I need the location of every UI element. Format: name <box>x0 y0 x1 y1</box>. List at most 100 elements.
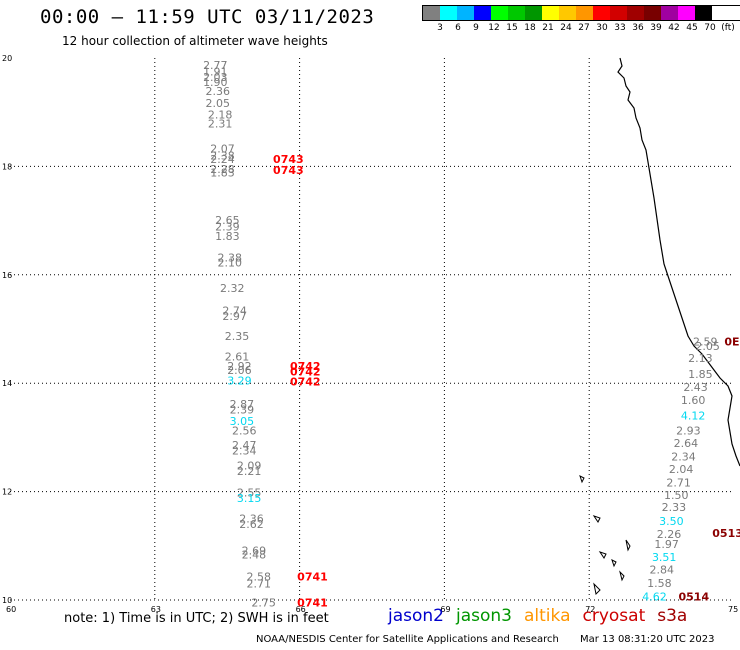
wave-height-label: 0743 <box>273 153 304 166</box>
wave-height-label: 2.38 <box>210 149 235 162</box>
wave-height-label: 2.18 <box>208 109 233 122</box>
legend-swatch <box>525 6 542 20</box>
credit-line: NOAA/NESDIS Center for Satellite Applica… <box>256 634 559 645</box>
legend-tick-label: 21 <box>542 23 554 33</box>
wave-height-label: 3.15 <box>237 492 262 505</box>
wave-height-label: 2.84 <box>650 563 675 576</box>
wave-height-label: 3.05 <box>230 415 255 428</box>
wave-height-label: 2.69 <box>242 544 267 557</box>
legend-swatch <box>508 6 525 20</box>
wave-height-label: 2.05 <box>695 340 720 353</box>
legend-tick-label: 12 <box>488 23 500 33</box>
wave-height-label: 2.34 <box>671 451 696 464</box>
legend-swatch <box>661 6 678 20</box>
wave-height-label: 2.56 <box>232 425 257 438</box>
observation-labels: 2.771.912.031.902.362.052.182.312.072.38… <box>203 59 740 610</box>
wave-height-label: 0741 <box>297 570 328 583</box>
legend-swatch <box>678 6 695 20</box>
wave-height-label: 1.83 <box>215 230 240 243</box>
y-tick-label: 16 <box>2 271 12 280</box>
island-4 <box>611 559 617 568</box>
wave-height-label: 2.62 <box>239 518 264 531</box>
legend-tick-label: 30 <box>596 23 608 33</box>
wave-height-label: 2.07 <box>210 142 235 155</box>
legend-tick-label: 6 <box>455 23 461 33</box>
wave-height-label: 0514 <box>678 591 709 604</box>
wave-height-label: 3.29 <box>227 374 252 387</box>
legend-swatch <box>695 6 712 20</box>
map-title: 00:00 — 11:59 UTC 03/11/2023 <box>40 6 375 28</box>
generated-timestamp: Mar 13 08:31:20 UTC 2023 <box>580 634 715 645</box>
wave-height-label: 2.09 <box>237 459 262 472</box>
wave-height-label: 2.71 <box>666 477 691 490</box>
legend-swatch <box>627 6 644 20</box>
wave-height-label: 2.38 <box>218 251 243 264</box>
wave-height-label: 2.43 <box>683 381 708 394</box>
legend-tick-label: 18 <box>524 23 536 33</box>
wave-height-label: 0743 <box>273 164 304 177</box>
wave-height-label: 2.28 <box>210 163 235 176</box>
satellite-label: jason2 <box>388 606 444 626</box>
wave-height-label: 2.39 <box>215 220 240 233</box>
legend-tick-label: 42 <box>668 23 680 33</box>
wave-height-label: 1.83 <box>210 167 235 180</box>
island-6 <box>593 582 601 596</box>
legend-tick-label: 15 <box>506 23 518 33</box>
legend-tick-label: 45 <box>686 23 698 33</box>
x-axis-labels: 60 63 66 69 72 75 <box>6 605 738 614</box>
legend-swatch <box>423 6 440 20</box>
legend-tick-label: (ft) <box>721 23 735 33</box>
island-5 <box>625 539 631 552</box>
island-1 <box>579 475 585 484</box>
island-2 <box>592 515 601 523</box>
wave-height-label: 2.58 <box>247 570 271 583</box>
wave-height-label: 2.33 <box>662 501 687 514</box>
wave-height-label: 2.55 <box>237 486 262 499</box>
legend-swatch <box>474 6 491 20</box>
legend-swatch <box>593 6 610 20</box>
x-tick-label: 66 <box>296 605 306 614</box>
x-tick-label: 69 <box>440 605 450 614</box>
y-tick-label: 18 <box>2 162 12 171</box>
legend-tick-label: 33 <box>614 23 626 33</box>
wave-height-label: 2.74 <box>222 304 247 317</box>
wave-height-label: 2.34 <box>232 445 257 458</box>
wave-height-label: 2.10 <box>218 257 243 270</box>
wave-height-label: 2.24 <box>210 153 235 166</box>
wave-height-label: 2.65 <box>215 214 240 227</box>
x-tick-label: 60 <box>6 605 16 614</box>
island-3 <box>598 551 607 559</box>
legend-swatches <box>422 5 740 21</box>
map-grid <box>10 58 734 601</box>
legend-tick-label: 27 <box>578 23 590 33</box>
wave-height-label: 3.51 <box>652 551 677 564</box>
legend-swatch <box>610 6 627 20</box>
wave-height-label: 2.03 <box>203 71 228 84</box>
legend-swatch <box>491 6 508 20</box>
legend-tick-label: 3 <box>437 23 443 33</box>
legend-swatch <box>576 6 593 20</box>
wave-height-label: 2.92 <box>227 360 252 373</box>
wave-height-label: 1.91 <box>203 65 228 78</box>
satellite-legend: jason2 jason3 altika cryosat s3a <box>388 606 699 626</box>
wave-height-label: 2.48 <box>242 548 267 561</box>
x-tick-label: 63 <box>151 605 161 614</box>
wave-height-label: 2.64 <box>674 437 699 450</box>
coastline <box>617 57 740 467</box>
wave-height-label: 3.50 <box>659 515 684 528</box>
wave-height-label: 4.62 <box>642 591 667 604</box>
wave-height-label: 2.39 <box>230 404 255 417</box>
wave-height-label: 1.60 <box>681 394 706 407</box>
x-tick-label: 75 <box>728 605 738 614</box>
wave-height-label: 1.90 <box>203 76 228 89</box>
y-tick-label: 12 <box>2 488 12 497</box>
legend-tick-label: 24 <box>560 23 572 33</box>
wave-height-label: 0742 <box>290 375 321 388</box>
wave-height-label: 0513 <box>712 527 740 540</box>
legend-swatch <box>644 6 661 20</box>
y-tick-label: 14 <box>2 379 12 388</box>
satellite-label: jason3 <box>456 606 512 626</box>
legend-swatch <box>542 6 559 20</box>
y-tick-label: 10 <box>2 596 12 605</box>
wave-height-label: 2.71 <box>247 578 271 591</box>
